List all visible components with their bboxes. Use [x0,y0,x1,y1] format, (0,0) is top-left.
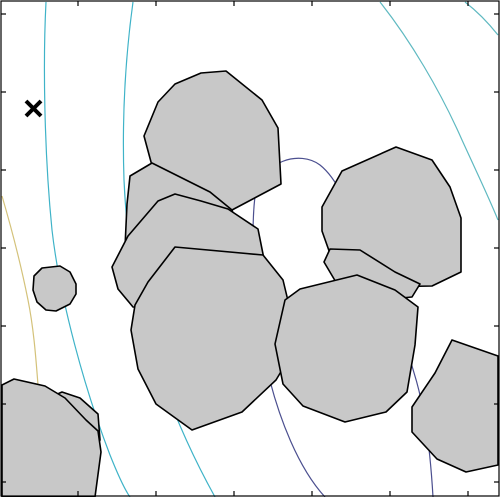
x-mark-icon [24,99,43,118]
obstacle-center-right [274,274,419,423]
obstacle-group [1,70,499,497]
contour-line-top-right [379,1,499,221]
contour-line-yellow [1,195,39,386]
contour-line-corner [464,1,499,36]
obstacle-bottom-left [1,378,102,497]
obstacle-bottom-right [411,339,499,473]
obstacle-small-left [32,265,77,312]
obstacle-center-large [130,246,290,431]
